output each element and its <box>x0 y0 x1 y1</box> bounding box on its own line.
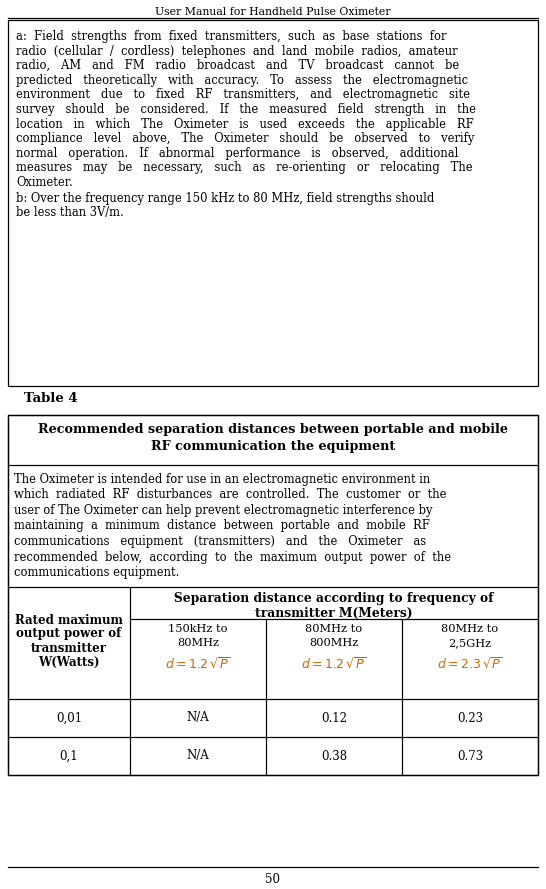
Text: a:  Field  strengths  from  fixed  transmitters,  such  as  base  stations  for: a: Field strengths from fixed transmitte… <box>16 30 447 43</box>
Text: N/A: N/A <box>187 711 209 725</box>
Text: recommended  below,  according  to  the  maximum  output  power  of  the: recommended below, according to the maxi… <box>14 550 451 564</box>
Bar <box>8 415 538 465</box>
Text: 80MHz to: 80MHz to <box>441 624 498 634</box>
Text: location   in   which   The   Oximeter   is   used   exceeds   the   applicable : location in which The Oximeter is used e… <box>16 117 474 131</box>
Bar <box>130 737 266 775</box>
Bar <box>402 619 538 699</box>
Text: user of The Oximeter can help prevent electromagnetic interference by: user of The Oximeter can help prevent el… <box>14 504 432 517</box>
Text: Recommended separation distances between portable and mobile: Recommended separation distances between… <box>38 423 508 436</box>
Bar <box>402 737 538 775</box>
Text: be less than 3V/m.: be less than 3V/m. <box>16 206 124 220</box>
Text: 80MHz to: 80MHz to <box>305 624 363 634</box>
Bar <box>8 20 538 386</box>
Text: RF communication the equipment: RF communication the equipment <box>151 440 395 453</box>
Text: normal   operation.   If   abnormal   performance   is   observed,   additional: normal operation. If abnormal performanc… <box>16 147 459 160</box>
Bar <box>266 619 402 699</box>
Bar <box>266 737 402 775</box>
Bar <box>8 699 130 737</box>
Text: $d = 2.3\,\sqrt{P}$: $d = 2.3\,\sqrt{P}$ <box>437 657 503 672</box>
Text: W(Watts): W(Watts) <box>38 655 100 669</box>
Text: output power of: output power of <box>16 628 122 640</box>
Text: N/A: N/A <box>187 749 209 763</box>
Text: 0.38: 0.38 <box>321 749 347 763</box>
Text: $d = 1.2\,\sqrt{P}$: $d = 1.2\,\sqrt{P}$ <box>301 657 366 672</box>
Text: environment   due   to   fixed   RF   transmitters,   and   electromagnetic   si: environment due to fixed RF transmitters… <box>16 88 470 101</box>
Text: radio,   AM   and   FM   radio   broadcast   and   TV   broadcast   cannot   be: radio, AM and FM radio broadcast and TV … <box>16 60 459 72</box>
Text: 0,01: 0,01 <box>56 711 82 725</box>
Text: maintaining  a  minimum  distance  between  portable  and  mobile  RF: maintaining a minimum distance between p… <box>14 519 430 533</box>
Text: communications equipment.: communications equipment. <box>14 566 180 579</box>
Text: The Oximeter is intended for use in an electromagnetic environment in: The Oximeter is intended for use in an e… <box>14 473 430 486</box>
Text: $d = 1.2\,\sqrt{P}$: $d = 1.2\,\sqrt{P}$ <box>165 657 230 672</box>
Text: survey   should   be   considered.   If   the   measured   field   strength   in: survey should be considered. If the meas… <box>16 103 476 116</box>
Text: which  radiated  RF  disturbances  are  controlled.  The  customer  or  the: which radiated RF disturbances are contr… <box>14 488 447 501</box>
Text: 0.12: 0.12 <box>321 711 347 725</box>
Bar <box>8 587 130 699</box>
Text: 2,5GHz: 2,5GHz <box>448 638 491 648</box>
Text: transmitter M(Meters): transmitter M(Meters) <box>255 607 413 620</box>
Bar <box>402 699 538 737</box>
Bar <box>130 699 266 737</box>
Text: 150kHz to: 150kHz to <box>168 624 228 634</box>
Text: Oximeter.: Oximeter. <box>16 176 73 189</box>
Text: b: Over the frequency range 150 kHz to 80 MHz, field strengths should: b: Over the frequency range 150 kHz to 8… <box>16 192 435 204</box>
Bar <box>266 699 402 737</box>
Text: communications   equipment   (transmitters)   and   the   Oximeter   as: communications equipment (transmitters) … <box>14 535 426 548</box>
Text: 0.23: 0.23 <box>457 711 483 725</box>
Text: Table 4: Table 4 <box>24 392 78 405</box>
Text: Rated maximum: Rated maximum <box>15 613 123 627</box>
Text: 80MHz: 80MHz <box>177 638 219 648</box>
Text: 0,1: 0,1 <box>60 749 78 763</box>
Text: 0.73: 0.73 <box>457 749 483 763</box>
Text: transmitter: transmitter <box>31 642 107 654</box>
Text: measures   may   be   necessary,   such   as   re-orienting   or   relocating   : measures may be necessary, such as re-or… <box>16 162 473 174</box>
Text: compliance   level   above,   The   Oximeter   should   be   observed   to   ver: compliance level above, The Oximeter sho… <box>16 132 474 145</box>
Text: Separation distance according to frequency of: Separation distance according to frequen… <box>174 592 494 605</box>
Bar <box>8 737 130 775</box>
Text: radio  (cellular  /  cordless)  telephones  and  land  mobile  radios,  amateur: radio (cellular / cordless) telephones a… <box>16 44 458 58</box>
Text: User Manual for Handheld Pulse Oximeter: User Manual for Handheld Pulse Oximeter <box>155 7 391 17</box>
Bar <box>130 587 538 619</box>
Bar <box>8 465 538 587</box>
Text: 800MHz: 800MHz <box>310 638 359 648</box>
Text: 50: 50 <box>265 873 281 886</box>
Bar <box>130 619 266 699</box>
Bar <box>8 415 538 775</box>
Text: predicted   theoretically   with   accuracy.   To   assess   the   electromagnet: predicted theoretically with accuracy. T… <box>16 74 468 87</box>
